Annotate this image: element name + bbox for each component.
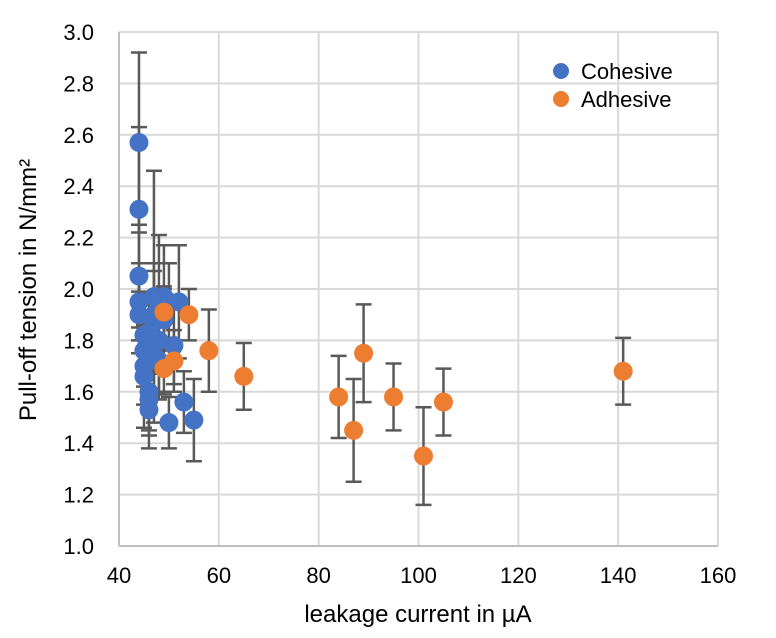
point-cohesive <box>139 390 159 410</box>
point-adhesive <box>354 343 374 363</box>
y-tick-labels: 1.0 1.2 1.4 1.6 1.8 2.0 2.2 2.4 2.6 2.8 3.0 <box>63 20 94 559</box>
legend-marker-adhesive <box>553 91 569 107</box>
point-adhesive <box>154 302 174 322</box>
legend-label-cohesive: Cohesive <box>581 59 673 84</box>
point-cohesive <box>159 413 179 433</box>
point-cohesive <box>134 366 154 386</box>
point-adhesive <box>613 361 633 381</box>
point-adhesive <box>344 420 364 440</box>
x-tick-labels: 40 60 80 100 120 140 160 <box>107 563 737 588</box>
y-tick-label: 2.6 <box>63 123 94 148</box>
data-points <box>129 133 633 466</box>
point-adhesive <box>199 341 219 361</box>
y-axis-label: Pull-off tension in N/mm² <box>15 159 42 421</box>
point-adhesive <box>164 351 184 371</box>
y-tick-label: 1.8 <box>63 328 94 353</box>
legend: Cohesive Adhesive <box>553 59 673 112</box>
point-cohesive <box>169 292 189 312</box>
axes <box>118 32 718 547</box>
point-adhesive <box>384 387 404 407</box>
point-cohesive <box>149 330 169 350</box>
x-axis-label: leakage current in µA <box>304 601 531 628</box>
y-tick-label: 1.4 <box>63 431 94 456</box>
y-tick-label: 2.2 <box>63 226 94 251</box>
x-tick-label: 140 <box>600 563 637 588</box>
point-cohesive <box>129 199 149 219</box>
point-cohesive <box>174 392 194 412</box>
point-adhesive <box>234 366 254 386</box>
x-tick-label: 100 <box>400 563 437 588</box>
y-tick-label: 2.4 <box>63 174 94 199</box>
point-cohesive <box>129 266 149 286</box>
y-tick-label: 1.0 <box>63 534 94 559</box>
y-tick-label: 1.6 <box>63 380 94 405</box>
gridlines <box>119 31 719 546</box>
point-cohesive <box>129 305 149 325</box>
point-cohesive <box>184 410 204 430</box>
legend-label-adhesive: Adhesive <box>581 87 672 112</box>
point-adhesive <box>179 305 199 325</box>
x-tick-label: 160 <box>700 563 737 588</box>
x-tick-label: 40 <box>107 563 131 588</box>
point-adhesive <box>433 392 453 412</box>
point-cohesive <box>129 133 149 153</box>
x-tick-label: 60 <box>207 563 231 588</box>
x-tick-label: 120 <box>500 563 537 588</box>
y-tick-label: 3.0 <box>63 20 94 45</box>
legend-marker-cohesive <box>553 63 569 79</box>
x-tick-label: 80 <box>306 563 330 588</box>
point-cohesive <box>164 336 184 356</box>
error-bars <box>130 51 632 507</box>
y-tick-label: 2.8 <box>63 71 94 96</box>
y-tick-label: 2.0 <box>63 277 94 302</box>
point-adhesive <box>413 446 433 466</box>
y-tick-label: 1.2 <box>63 483 94 508</box>
point-adhesive <box>329 387 349 407</box>
